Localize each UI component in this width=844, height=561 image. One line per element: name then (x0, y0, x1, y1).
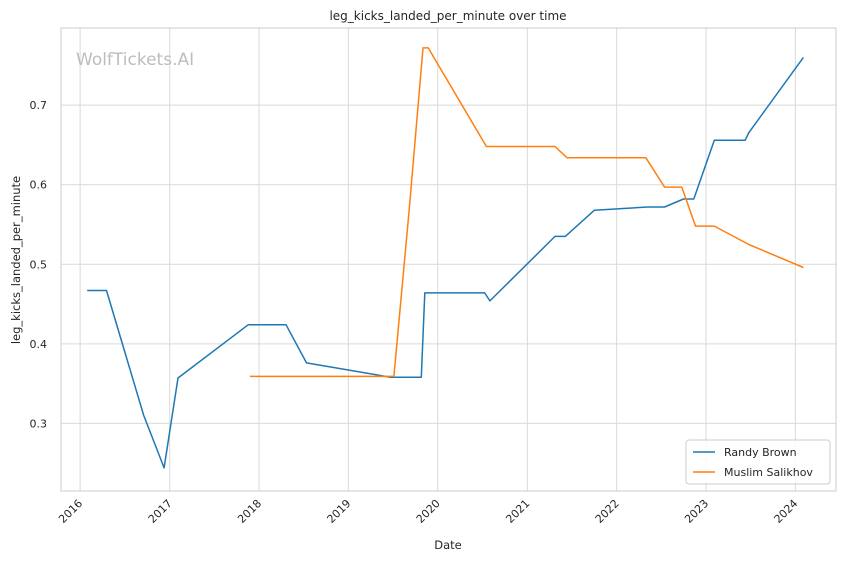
y-tick-label: 0.7 (30, 99, 48, 112)
legend-label-randy-brown: Randy Brown (724, 446, 797, 459)
legend-label-muslim-salikhov: Muslim Salikhov (724, 466, 813, 479)
series-line-muslim-salikhov (250, 47, 804, 378)
y-axis-label: leg_kicks_landed_per_minute (9, 176, 23, 344)
y-tick-label: 0.4 (30, 338, 48, 351)
watermark: WolfTickets.AI (76, 50, 194, 70)
legend: Randy Brown Muslim Salikhov (685, 439, 831, 485)
series-line-randy-brown (87, 56, 805, 469)
legend-box (685, 439, 831, 485)
y-tick-label: 0.5 (30, 258, 48, 271)
x-axis-label: Date (434, 538, 462, 552)
chart-title: leg_kicks_landed_per_minute over time (329, 9, 566, 23)
grid (61, 28, 836, 491)
plot-frame (60, 27, 837, 492)
y-tick-label: 0.6 (30, 179, 48, 192)
y-axis-ticks: 0.3 0.4 0.5 0.6 0.7 (30, 99, 48, 430)
series-lines (87, 47, 805, 469)
y-tick-label: 0.3 (30, 417, 48, 430)
